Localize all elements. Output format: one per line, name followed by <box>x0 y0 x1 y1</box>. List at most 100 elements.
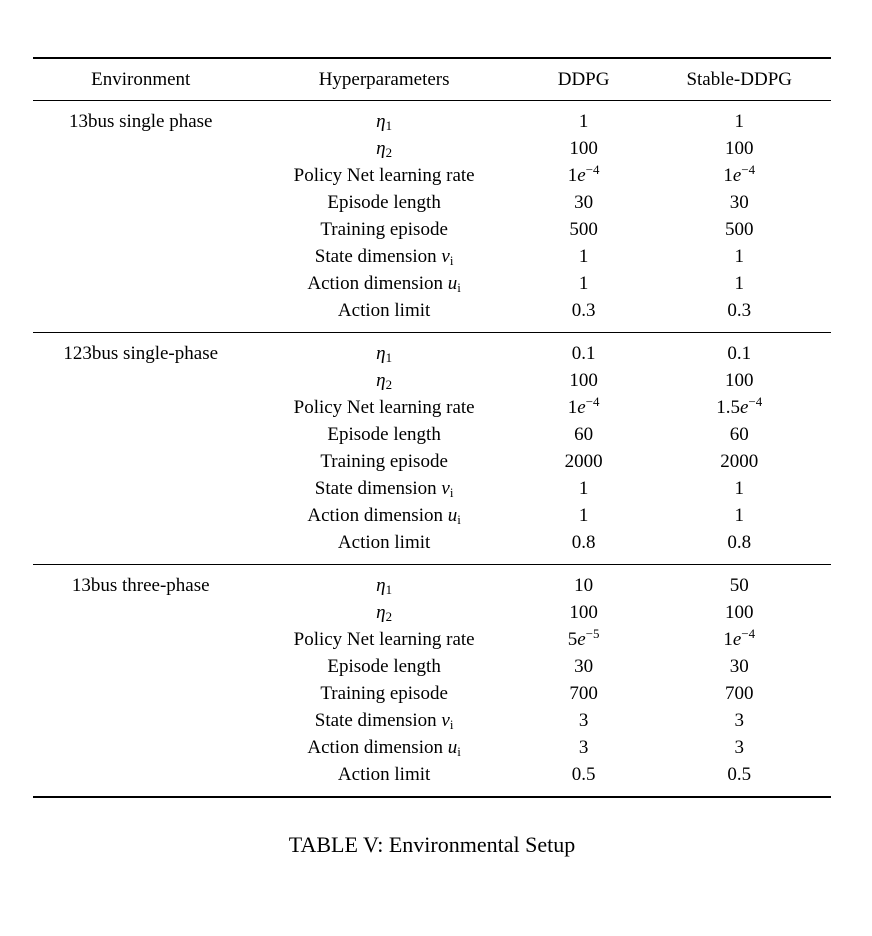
param-cell: η1 <box>376 575 393 598</box>
ddpg-value-cell: 3 <box>578 710 589 731</box>
environment-cell: 13bus three-phase <box>71 575 210 596</box>
table-row: Action dimension ui 3 3 <box>33 734 831 761</box>
param-cell: η2 <box>376 370 393 393</box>
table-row: Episode length 30 30 <box>33 189 831 216</box>
environment-cell: 13bus single phase <box>68 111 213 132</box>
ddpg-value-cell: 30 <box>574 192 594 213</box>
col-header-ddpg: DDPG <box>557 69 610 90</box>
param-cell: Action limit <box>337 300 431 321</box>
table-row: Training episode 700 700 <box>33 680 831 707</box>
stable-ddpg-value-cell: 50 <box>729 575 749 596</box>
table-row: 13bus three-phase η1 10 50 <box>33 565 831 600</box>
param-cell: Episode length <box>327 424 441 445</box>
table-row: Training episode 500 500 <box>33 216 831 243</box>
stable-ddpg-value-cell: 1 <box>734 273 744 294</box>
table-row: 123bus single-phase η1 0.1 0.1 <box>33 333 831 368</box>
stable-ddpg-value-cell: 1 <box>734 478 744 499</box>
ddpg-value-cell: 60 <box>574 424 594 445</box>
ddpg-value-cell: 700 <box>569 683 598 704</box>
table-row: Policy Net learning rate 5e−5 1e−4 <box>33 626 831 653</box>
table-row: Episode length 30 30 <box>33 653 831 680</box>
param-cell: State dimension vi <box>314 710 454 733</box>
ddpg-value-cell: 0.8 <box>571 532 596 553</box>
stable-ddpg-value-cell: 100 <box>724 370 754 391</box>
header-row: Environment Hyperparameters DDPG Stable-… <box>33 58 831 101</box>
param-cell: Episode length <box>327 656 441 677</box>
ddpg-value-cell: 1 <box>578 246 589 267</box>
ddpg-value-cell: 100 <box>569 138 598 159</box>
table-row: Action limit 0.3 0.3 <box>33 297 831 333</box>
ddpg-value-cell: 30 <box>574 656 594 677</box>
ddpg-value-cell: 1 <box>578 505 589 526</box>
col-header-hyperparameters: Hyperparameters <box>318 69 450 90</box>
stable-ddpg-value-cell: 500 <box>724 219 754 240</box>
stable-ddpg-value-cell: 0.1 <box>727 343 752 364</box>
ddpg-value-cell: 1 <box>578 273 589 294</box>
param-cell: Training episode <box>320 219 448 240</box>
stable-ddpg-value-cell: 0.8 <box>727 532 752 553</box>
table-row: η2 100 100 <box>33 599 831 626</box>
table-header: Environment Hyperparameters DDPG Stable-… <box>33 58 831 101</box>
ddpg-value-cell: 0.5 <box>571 764 596 785</box>
param-cell: Action dimension ui <box>307 737 461 760</box>
table-row: η2 100 100 <box>33 367 831 394</box>
ddpg-value-cell: 1 <box>578 111 589 132</box>
ddpg-value-cell: 3 <box>578 737 589 758</box>
param-cell: η2 <box>376 138 393 161</box>
stable-ddpg-value-cell: 1e−4 <box>723 625 756 650</box>
table-caption: TABLE V: Environmental Setup <box>288 832 576 857</box>
param-cell: Training episode <box>320 683 448 704</box>
table-row: Action dimension ui 1 1 <box>33 270 831 297</box>
stable-ddpg-value-cell: 1.5e−4 <box>716 393 763 418</box>
ddpg-value-cell: 0.1 <box>571 343 596 364</box>
stable-ddpg-value-cell: 1 <box>734 111 744 132</box>
table-row: Action limit 0.8 0.8 <box>33 529 831 565</box>
stable-ddpg-value-cell: 100 <box>724 138 754 159</box>
ddpg-value-cell: 1e−4 <box>567 393 600 418</box>
stable-ddpg-value-cell: 100 <box>724 602 754 623</box>
table-row: Training episode 2000 2000 <box>33 448 831 475</box>
stable-ddpg-value-cell: 1 <box>734 246 744 267</box>
table-row: State dimension vi 1 1 <box>33 243 831 270</box>
stable-ddpg-value-cell: 1e−4 <box>723 161 756 186</box>
ddpg-value-cell: 5e−5 <box>567 625 600 650</box>
param-cell: Action limit <box>337 764 431 785</box>
param-cell: η1 <box>376 343 393 366</box>
param-cell: State dimension vi <box>314 246 454 269</box>
stable-ddpg-value-cell: 3 <box>734 737 744 758</box>
col-header-stable-ddpg: Stable-DDPG <box>686 69 792 90</box>
ddpg-value-cell: 100 <box>569 370 598 391</box>
param-cell: Policy Net learning rate <box>293 397 475 418</box>
ddpg-value-cell: 1 <box>578 478 589 499</box>
table-row: State dimension vi 3 3 <box>33 707 831 734</box>
stable-ddpg-value-cell: 0.3 <box>727 300 752 321</box>
param-cell: Action dimension ui <box>307 505 461 528</box>
stable-ddpg-value-cell: 700 <box>724 683 754 704</box>
table-section: 13bus single phase η1 1 1 η2 100 100 Policy Net… <box>33 101 831 333</box>
ddpg-value-cell: 1e−4 <box>567 161 600 186</box>
table-row: Policy Net learning rate 1e−4 1e−4 <box>33 162 831 189</box>
stable-ddpg-value-cell: 0.5 <box>727 764 752 785</box>
param-cell: Episode length <box>327 192 441 213</box>
environment-cell: 123bus single-phase <box>63 343 219 364</box>
ddpg-value-cell: 10 <box>574 575 594 596</box>
ddpg-value-cell: 500 <box>569 219 598 240</box>
param-cell: Training episode <box>320 451 448 472</box>
stable-ddpg-value-cell: 30 <box>729 192 749 213</box>
stable-ddpg-value-cell: 3 <box>734 710 744 731</box>
table-section: 13bus three-phase η1 10 50 η2 100 100 Policy Ne… <box>33 565 831 798</box>
table-row: Policy Net learning rate 1e−4 1.5e−4 <box>33 394 831 421</box>
table-row: 13bus single phase η1 1 1 <box>33 101 831 136</box>
param-cell: Action limit <box>337 532 431 553</box>
table-row: Action dimension ui 1 1 <box>33 502 831 529</box>
ddpg-value-cell: 0.3 <box>571 300 596 321</box>
table-section: 123bus single-phase η1 0.1 0.1 η2 100 100 Polic… <box>33 333 831 565</box>
stable-ddpg-value-cell: 2000 <box>720 451 759 472</box>
ddpg-value-cell: 2000 <box>564 451 603 472</box>
ddpg-value-cell: 100 <box>569 602 598 623</box>
param-cell: State dimension vi <box>314 478 454 501</box>
table-row: η2 100 100 <box>33 135 831 162</box>
param-cell: η1 <box>376 111 393 134</box>
stable-ddpg-value-cell: 1 <box>734 505 744 526</box>
